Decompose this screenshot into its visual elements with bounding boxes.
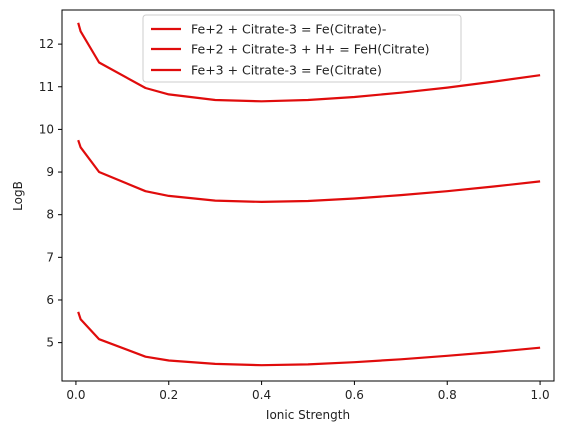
x-tick-label: 1.0 xyxy=(531,388,550,402)
y-tick-label: 12 xyxy=(39,37,54,51)
y-tick-label: 10 xyxy=(39,122,54,136)
x-tick-label: 0.2 xyxy=(159,388,178,402)
x-tick-label: 0.4 xyxy=(252,388,271,402)
y-axis-label: LogB xyxy=(11,181,25,211)
y-tick-label: 8 xyxy=(46,208,54,222)
legend-label-2: Fe+2 + Citrate-3 + H+ = FeH(Citrate) xyxy=(191,42,430,57)
legend-label-3: Fe+3 + Citrate-3 = Fe(Citrate) xyxy=(191,63,382,78)
x-tick-label: 0.0 xyxy=(66,388,85,402)
y-tick-label: 5 xyxy=(46,336,54,350)
y-tick-label: 9 xyxy=(46,165,54,179)
y-axis-ticks: 5 6 7 8 9 10 11 12 xyxy=(39,37,62,350)
x-axis-ticks: 0.0 0.2 0.4 0.6 0.8 1.0 xyxy=(66,381,549,402)
legend-label-1: Fe+2 + Citrate-3 = Fe(Citrate)- xyxy=(191,22,386,37)
y-tick-label: 6 xyxy=(46,293,54,307)
x-axis-label: Ionic Strength xyxy=(266,408,350,422)
y-tick-label: 11 xyxy=(39,80,54,94)
legend: Fe+2 + Citrate-3 = Fe(Citrate)- Fe+2 + C… xyxy=(143,15,461,82)
x-tick-label: 0.6 xyxy=(345,388,364,402)
y-tick-label: 7 xyxy=(46,250,54,264)
x-tick-label: 0.8 xyxy=(438,388,457,402)
